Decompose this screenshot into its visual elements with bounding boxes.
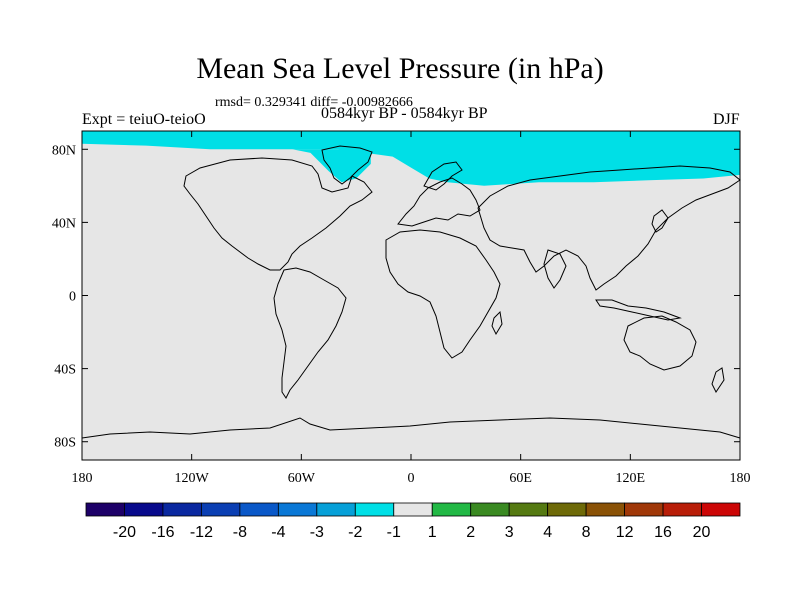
colorbar-swatch — [393, 502, 433, 517]
colorbar-swatch — [431, 502, 472, 517]
y-tick-label: 40S — [54, 363, 76, 378]
colorbar-label: -16 — [151, 524, 174, 541]
y-tick-label: 0 — [69, 290, 76, 305]
map-panel: 180 120W 60W 0 60E 120E 180 80N 40N 0 40S 80S — [52, 130, 751, 486]
colorbar: -20 -16 -12 -8 -4 -3 -2 -1 1 2 3 4 8 12 16 20 — [85, 502, 741, 541]
coastline-australia — [623, 315, 697, 371]
x-tick-label: 60E — [509, 471, 532, 486]
x-tick-label: 60W — [288, 471, 316, 486]
colorbar-swatch — [354, 502, 395, 517]
colorbar-swatch — [316, 502, 356, 517]
colorbar-label: -3 — [310, 524, 324, 541]
coastlines — [81, 145, 741, 439]
colorbar-swatch — [624, 502, 664, 517]
coastline-greenland — [321, 145, 373, 185]
experiment-label: Expt = teiuO-teioO — [82, 111, 206, 128]
y-tick-label: 40N — [52, 216, 76, 231]
colorbar-swatch — [124, 502, 164, 517]
colorbar-swatch — [701, 502, 741, 517]
colorbar-swatch — [201, 502, 241, 517]
period-label: 0584kyr BP - 0584kyr BP — [321, 105, 488, 122]
x-tick-label: 180 — [730, 471, 751, 486]
chart-title: Mean Sea Level Pressure (in hPa) — [196, 52, 604, 85]
colorbar-swatch — [662, 502, 702, 517]
y-tick-label: 80N — [52, 143, 76, 158]
map-background — [82, 131, 740, 460]
coastline-south-america — [273, 267, 347, 399]
colorbar-swatch — [470, 502, 510, 517]
season-label: DJF — [713, 111, 740, 128]
colorbar-label: 20 — [693, 524, 711, 541]
colorbar-swatch — [239, 502, 279, 517]
coastline-scandinavia — [423, 161, 463, 191]
colorbar-label: -1 — [387, 524, 401, 541]
x-tick-label: 120W — [175, 471, 210, 486]
coastline-asia — [477, 165, 741, 291]
coastline-new-zealand — [711, 367, 725, 393]
x-tick-label: 0 — [408, 471, 415, 486]
colorbar-swatch — [508, 502, 549, 517]
coastline-india — [543, 249, 567, 289]
colorbar-swatch — [585, 502, 625, 517]
coastline-japan — [651, 209, 669, 233]
colorbar-label: -12 — [190, 524, 213, 541]
colorbar-label: 1 — [428, 524, 437, 541]
coastline-north-america — [183, 157, 373, 271]
colorbar-label: -8 — [233, 524, 247, 541]
y-axis: 80N 40N 0 40S 80S — [52, 143, 740, 451]
colorbar-label: 2 — [466, 524, 475, 541]
colorbar-label: -20 — [113, 524, 136, 541]
colorbar-label: 12 — [616, 524, 634, 541]
coastline-madagascar — [491, 310, 503, 336]
x-axis: 180 120W 60W 0 60E 120E 180 — [72, 131, 751, 486]
colorbar-swatch — [85, 502, 125, 517]
x-tick-label: 120E — [616, 471, 646, 486]
colorbar-swatch — [162, 502, 202, 517]
colorbar-swatch — [277, 502, 318, 517]
colorbar-label: 4 — [543, 524, 552, 541]
coastline-antarctica — [81, 417, 741, 439]
x-tick-label: 180 — [72, 471, 93, 486]
coastline-indonesia — [595, 299, 682, 321]
colorbar-label: -2 — [348, 524, 362, 541]
colorbar-label: -4 — [271, 524, 285, 541]
y-tick-label: 80S — [54, 436, 76, 451]
colorbar-label: 8 — [582, 524, 591, 541]
anomaly-region-greenland — [292, 149, 371, 183]
anomaly-region — [82, 131, 740, 186]
coastline-africa — [385, 229, 501, 359]
colorbar-swatch — [547, 502, 587, 517]
colorbar-label: 3 — [505, 524, 514, 541]
stats-line: rmsd= 0.329341 diff= -0.00982666 — [215, 95, 413, 110]
colorbar-label: 16 — [654, 524, 672, 541]
coastline-europe — [397, 177, 481, 227]
